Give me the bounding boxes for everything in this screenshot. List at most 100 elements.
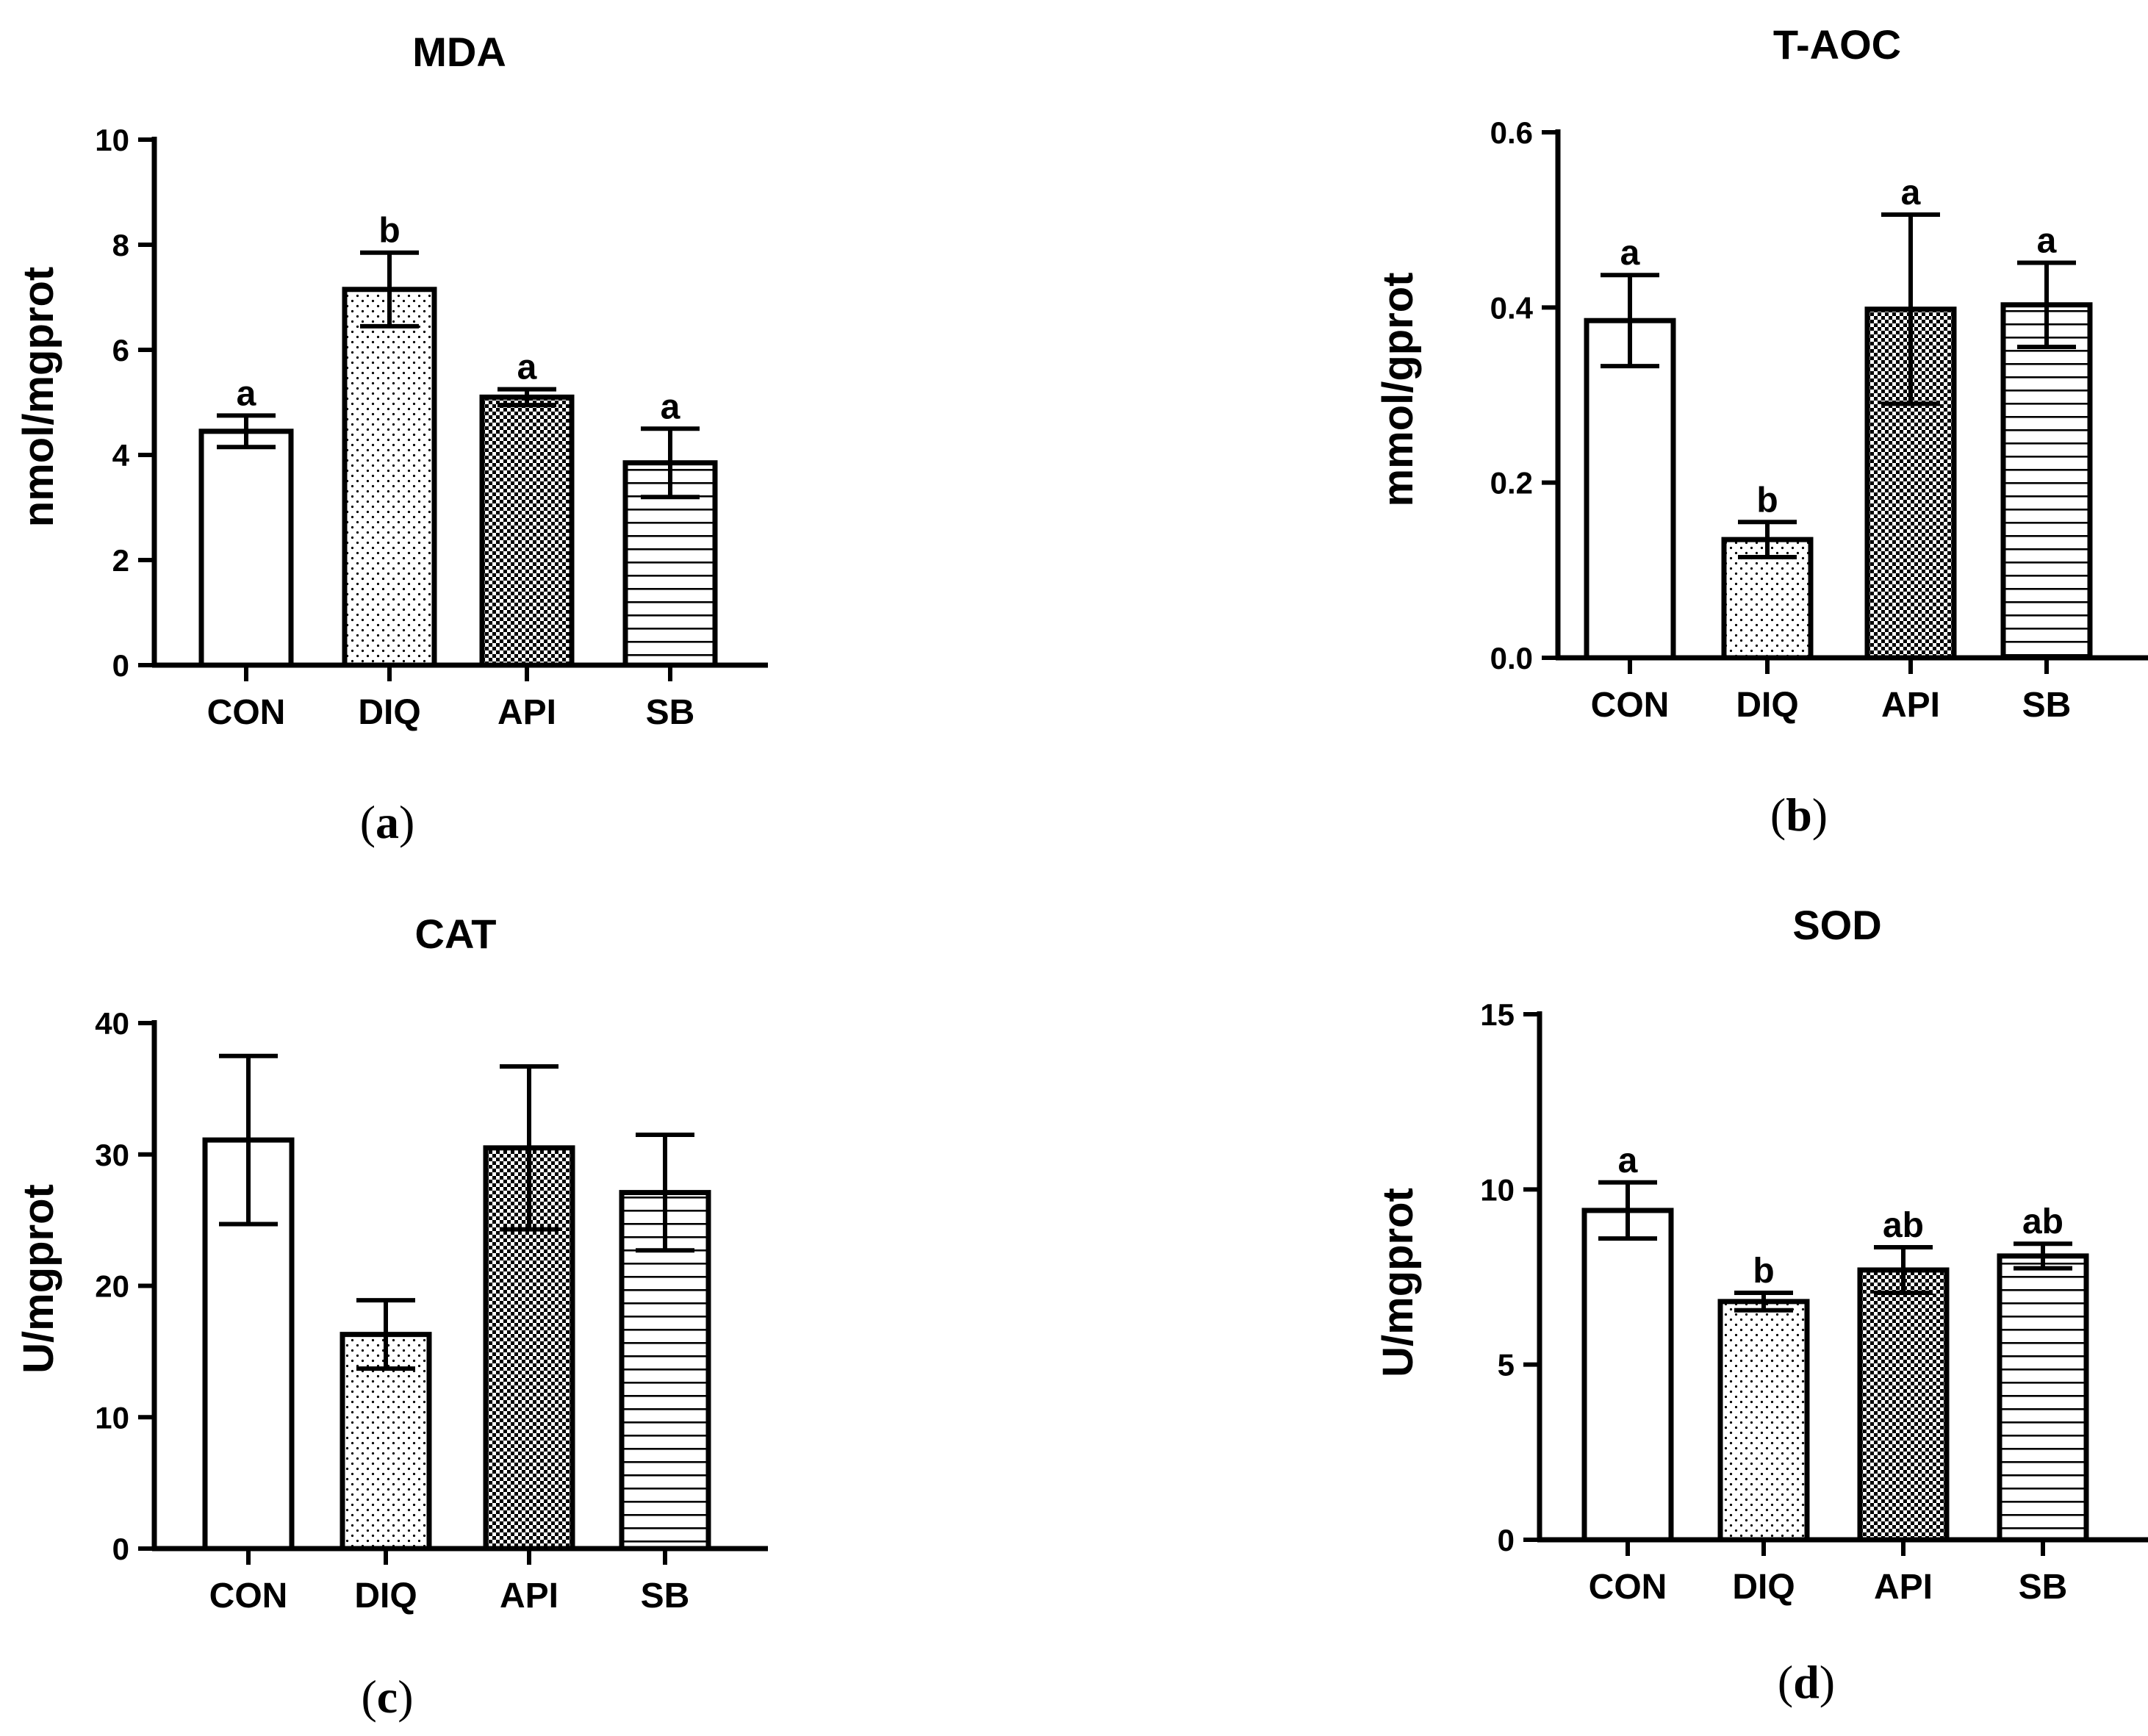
x-tick-label: SB (646, 693, 695, 732)
error-bar (360, 250, 419, 329)
significance-letter: b (378, 212, 400, 251)
error-bar (641, 426, 700, 500)
chart-panel-b: T-AOC mmol/gprot a CON b DIQ a API a SB 0.0 0.2 0.… (1374, 21, 2148, 841)
panel-letter: d (1793, 1656, 1820, 1708)
significance-letter: b (1756, 481, 1778, 520)
significance-letter: ab (1883, 1206, 1924, 1245)
y-axis-label: U/mgprot (15, 1184, 62, 1374)
significance-letter: a (1618, 1141, 1638, 1180)
plot-area: CON DIQ API SB 0 10 20 30 40 (95, 1006, 768, 1615)
plot-area: a CON b DIQ a API a SB 0.0 0.2 0.4 0.6 (1490, 115, 2148, 725)
bar-sb (1997, 1253, 2089, 1543)
panel-letter: b (1786, 789, 1812, 841)
x-tick-label: API (1874, 1568, 1933, 1607)
y-tick-label: 0.6 (1490, 115, 1533, 150)
bar-sb (2000, 302, 2093, 661)
y-tick-label: 10 (1480, 1172, 1515, 1207)
y-tick-label: 5 (1498, 1348, 1515, 1382)
significance-letter: b (1753, 1252, 1774, 1291)
error-bar (498, 387, 556, 408)
panel-label: (c) (361, 1671, 413, 1723)
chart-panel-a: MDA nmol/mgprot a CON b DIQ a API a SB 0 2 4 6 8 10 (… (15, 29, 768, 848)
y-axis-label: mmol/gprot (1374, 273, 1422, 507)
y-tick-label: 2 (112, 543, 129, 578)
error-bar (356, 1298, 415, 1371)
bar-diq (1717, 1299, 1810, 1543)
significance-letter: a (237, 374, 256, 413)
bar-con (1584, 318, 1676, 661)
error-bar (1598, 1180, 1657, 1241)
y-tick-label: 0 (112, 648, 129, 683)
chart-title: CAT (415, 911, 497, 957)
x-tick-label: API (1881, 686, 1940, 725)
panel-paren-close: ) (1812, 789, 1828, 841)
y-tick-label: 15 (1480, 997, 1515, 1032)
significance-letter: a (661, 387, 680, 426)
panel-paren-open: ( (360, 796, 376, 848)
panel-paren-close: ) (399, 796, 414, 848)
y-tick-label: 0.0 (1490, 641, 1533, 675)
x-tick-label: SB (2022, 686, 2072, 725)
error-bar (1601, 273, 1659, 369)
error-bar (1874, 1244, 1933, 1295)
chart-panel-d: SOD U/mgprot a CON b DIQ ab API ab SB 0 5 10 15 (d) (1374, 902, 2148, 1708)
bar-con (198, 428, 294, 668)
significance-letter: a (1901, 173, 1921, 212)
bar-con (1581, 1208, 1674, 1543)
y-tick-label: 40 (95, 1006, 129, 1041)
plot-area: a CON b DIQ ab API ab SB 0 5 10 15 (1480, 997, 2148, 1607)
y-tick-label: 0 (112, 1532, 129, 1566)
bar-api (479, 394, 575, 668)
panel-letter: c (377, 1671, 398, 1723)
panel-paren-open: ( (1778, 1656, 1793, 1708)
x-tick-label: SB (641, 1577, 690, 1615)
plot-area: a CON b DIQ a API a SB 0 2 4 6 8 10 (95, 123, 768, 732)
y-tick-label: 6 (112, 333, 129, 367)
bar-diq (342, 287, 437, 668)
y-axis-label: U/mgprot (1374, 1188, 1422, 1377)
x-tick-label: DIQ (354, 1577, 417, 1615)
significance-letter: a (1620, 234, 1640, 273)
y-tick-label: 20 (95, 1269, 129, 1304)
chart-title: MDA (412, 29, 506, 75)
panel-label: (b) (1770, 789, 1828, 841)
x-tick-label: CON (209, 1577, 288, 1615)
y-tick-label: 10 (95, 1400, 129, 1435)
panel-label: (a) (360, 796, 415, 848)
y-tick-label: 0 (1498, 1523, 1515, 1557)
x-tick-label: CON (1589, 1568, 1667, 1607)
significance-letter: a (517, 348, 537, 387)
panel-paren-close: ) (398, 1671, 413, 1723)
x-tick-label: DIQ (358, 693, 420, 732)
y-axis-label: nmol/mgprot (15, 267, 62, 527)
y-tick-label: 30 (95, 1138, 129, 1172)
panel-paren-open: ( (1770, 789, 1786, 841)
y-tick-label: 0.4 (1490, 290, 1534, 325)
panel-paren-open: ( (361, 1671, 376, 1723)
bar-api (1857, 1267, 1950, 1543)
error-bar (500, 1064, 558, 1232)
error-bar (1738, 520, 1797, 559)
x-tick-label: SB (2019, 1568, 2068, 1607)
error-bar (217, 413, 276, 450)
error-bar (1881, 212, 1940, 406)
x-tick-label: API (500, 1577, 558, 1615)
y-tick-label: 0.2 (1490, 466, 1533, 501)
x-tick-label: DIQ (1736, 686, 1798, 725)
panel-paren-close: ) (1820, 1656, 1835, 1708)
y-tick-label: 8 (112, 228, 129, 262)
chart-title: T-AOC (1773, 21, 1901, 68)
significance-letter: a (2037, 222, 2057, 261)
x-tick-label: CON (1591, 686, 1670, 725)
x-tick-label: API (498, 693, 556, 732)
chart-panel-c: CAT U/mgprot CON DIQ API SB 0 10 20 30 40 (c) (15, 911, 768, 1723)
x-tick-label: DIQ (1732, 1568, 1795, 1607)
significance-letter: ab (2022, 1202, 2063, 1241)
error-bar (1734, 1290, 1793, 1313)
error-bar (2017, 260, 2076, 349)
panel-label: (d) (1778, 1656, 1835, 1708)
chart-title: SOD (1792, 902, 1881, 948)
panel-letter: a (376, 796, 399, 848)
y-tick-label: 4 (112, 438, 130, 473)
